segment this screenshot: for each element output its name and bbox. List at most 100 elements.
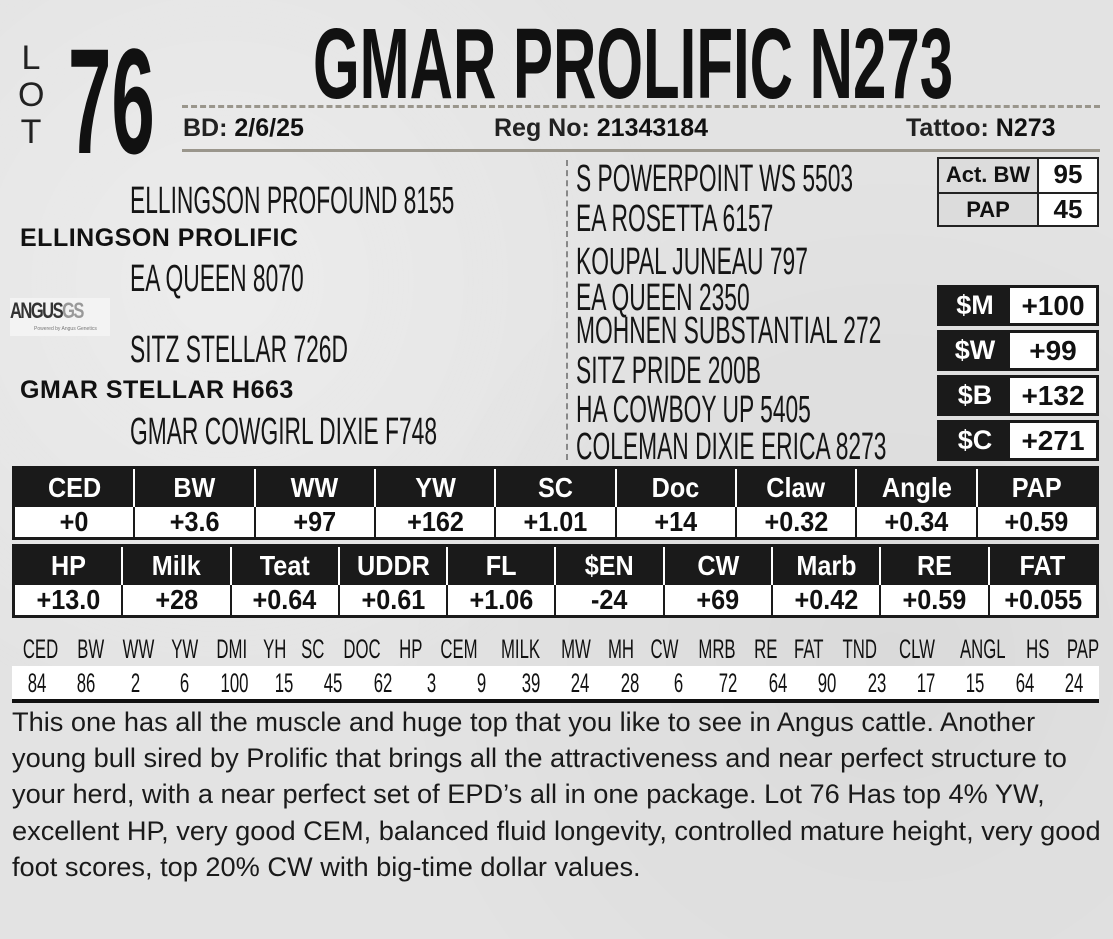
cell-value: 17 [901, 666, 950, 700]
cell-value-text: 9 [476, 668, 487, 698]
tattoo-label: Tattoo: [906, 114, 989, 142]
cell-value: 3 [407, 666, 456, 700]
header-row: CED BW WW YW SC Doc Claw Angle PAP [15, 469, 1096, 507]
column-header: MRB [687, 632, 747, 666]
actuals-box: Act. BW 95 PAP 45 [937, 157, 1099, 227]
column-header-text: ANGL [959, 634, 1006, 664]
column-header-text: SC [537, 472, 573, 503]
cell-value-text: 72 [719, 668, 738, 698]
column-header: YH [256, 632, 294, 666]
cell-value-text: +3.6 [169, 507, 220, 537]
column-header: Doc [614, 469, 735, 507]
column-header-text: $EN [585, 550, 635, 581]
cell-value-text: 15 [274, 668, 294, 698]
column-header: SC [294, 632, 332, 666]
reg-label: Reg No: [494, 114, 590, 142]
header-row: CED BW WW YW DMI YH SC DOC HP CEM MILK MW MH CW MRB RE F… [12, 632, 1099, 666]
cell-value-text: 28 [620, 668, 639, 698]
index-label: $M [956, 290, 994, 320]
header-row: HP Milk Teat UDDR FL $EN CW Marb RE FAT [15, 547, 1096, 585]
column-header-text: DOC [342, 634, 381, 664]
dam-sire: SITZ STELLAR 726D [130, 331, 493, 369]
value-row: 84 86 2 6 100 15 45 62 3 9 39 24 28 6 72 64 90 23 17 15 64 24 [12, 666, 1099, 700]
divider [182, 105, 1100, 108]
column-header-text: CED [47, 472, 101, 503]
column-header-text: FL [485, 550, 517, 581]
third-gen-2: EA ROSETTA 6157 [576, 200, 905, 238]
angus-gs-logo: ANGUSGS Powered by Angus Genetics [10, 298, 110, 336]
cell-value: 64 [753, 666, 802, 700]
column-header-text: Marb [796, 550, 857, 581]
column-header: CLW [888, 632, 946, 666]
cell-value-text: 15 [966, 668, 985, 698]
cell-value: 24 [1050, 666, 1099, 700]
cell-value-text: +0.59 [1004, 507, 1069, 537]
third-gen-text: EA QUEEN 2350 [576, 277, 750, 319]
sire: ELLINGSON PROLIFIC [20, 224, 299, 252]
reg-value: 21343184 [596, 114, 709, 142]
third-gen-6: SITZ PRIDE 200B [576, 352, 884, 390]
column-header-text: CLW [898, 634, 935, 664]
column-header-text: Claw [766, 472, 826, 503]
cell-value-text: +28 [155, 585, 198, 615]
third-gen-3: KOUPAL JUNEAU 797 [576, 243, 962, 281]
column-header: CW [662, 547, 771, 585]
dam-dam: GMAR COWGIRL DIXIE F748 [130, 413, 642, 451]
cell-value-text: +69 [696, 585, 740, 615]
tattoo-value: N273 [995, 114, 1056, 142]
cell-value-text: 86 [76, 668, 96, 698]
cell-value: 6 [654, 666, 703, 700]
cell-value-text: 100 [220, 668, 249, 698]
column-header: BW [133, 469, 253, 507]
column-header-text: MRB [698, 634, 736, 664]
cell-value: 62 [358, 666, 407, 700]
column-header: PAP [975, 469, 1096, 507]
column-header: Milk [121, 547, 229, 585]
index-w: $W +99 [937, 330, 1099, 371]
column-header: RE [747, 632, 785, 666]
column-header-text: TND [842, 634, 878, 664]
actual-pap-row: PAP 45 [939, 192, 1097, 225]
column-header: WW [113, 632, 164, 666]
column-header-text: MILK [501, 634, 541, 664]
cell-value: +0.055 [987, 585, 1096, 615]
value-row: +13.0 +28 +0.64 +0.61 +1.06 -24 +69 +0.42 +0.59 +… [15, 585, 1096, 615]
cell-value-text: +0.64 [252, 585, 317, 615]
column-header-text: BW [77, 634, 105, 664]
column-header: ANGL [946, 632, 1020, 666]
index-label: $W [954, 335, 996, 365]
dam-sire-text: SITZ STELLAR 726D [130, 329, 348, 371]
cell-value: -24 [554, 585, 663, 615]
column-header: WW [253, 469, 374, 507]
column-header: BW [69, 632, 113, 666]
cell-value-text: 39 [521, 668, 541, 698]
column-header: MILK [489, 632, 552, 666]
column-header-text: Teat [259, 550, 310, 581]
bd-label: BD: [183, 114, 228, 142]
registration-number: Reg No: 21343184 [494, 114, 708, 143]
column-header: MW [552, 632, 600, 666]
cell-value: +1.01 [494, 507, 615, 537]
cell-value-text: 17 [916, 668, 936, 698]
cell-value: +162 [373, 507, 495, 537]
cell-value-text: +0.34 [884, 507, 949, 537]
column-header: CED [12, 632, 69, 666]
column-header-text: FAT [1019, 550, 1066, 581]
cell-value: +0.59 [975, 507, 1096, 537]
cell-value-text: 3 [427, 668, 437, 698]
cell-value-text: +0.32 [764, 507, 829, 537]
sire-sire-text: ELLINGSON PROFOUND 8155 [130, 180, 455, 222]
column-header: DOC [332, 632, 392, 666]
cell-value: 45 [308, 666, 357, 700]
third-gen-text: COLEMAN DIXIE ERICA 8273 [576, 426, 887, 468]
index-value: +100 [1010, 288, 1096, 323]
lot-description: This one has all the muscle and huge top… [12, 706, 1101, 882]
lot-letter: O [18, 76, 45, 114]
bd-value: 2/6/25 [234, 114, 304, 142]
cell-value-text: +0.42 [794, 585, 859, 615]
column-header-text: RE [754, 634, 778, 664]
index-value: +132 [1010, 378, 1096, 413]
cell-value: 90 [803, 666, 852, 700]
column-header-text: YW [171, 634, 199, 664]
column-header: Angle [855, 469, 975, 507]
